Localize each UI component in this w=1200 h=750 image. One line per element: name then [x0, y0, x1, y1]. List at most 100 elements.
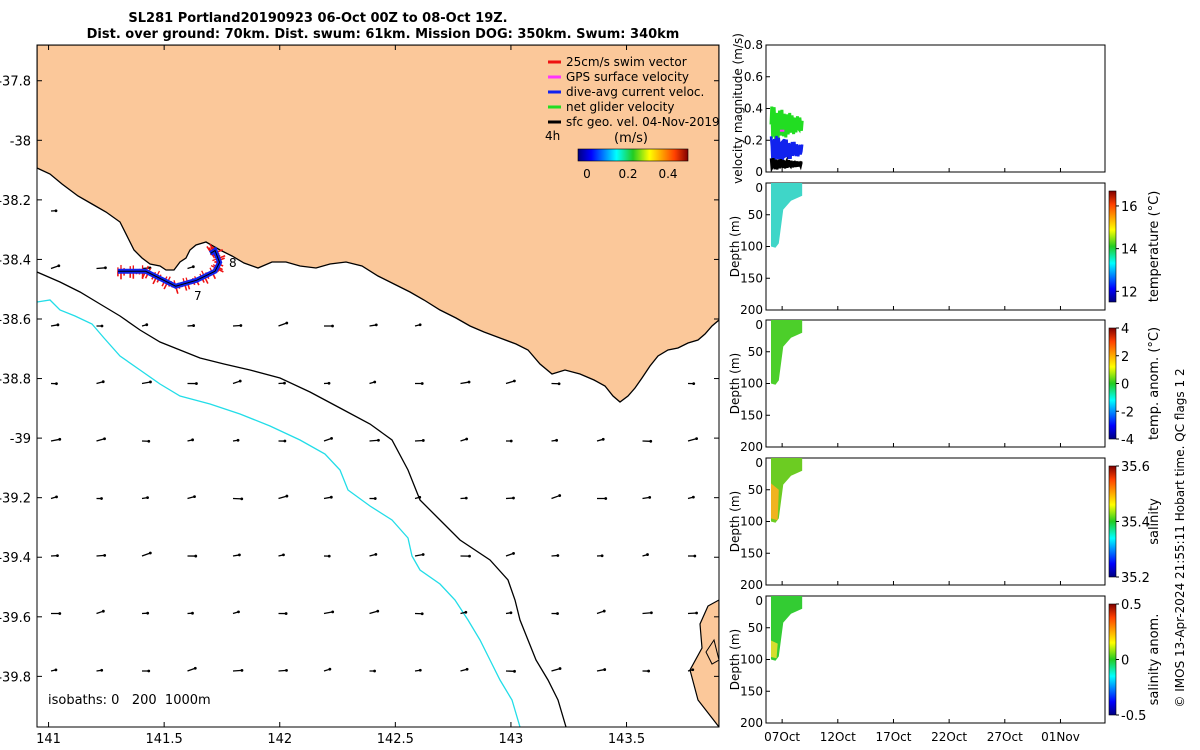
figure-title-line-2: Dist. over ground: 70km. Dist. swum: 61k…: [87, 27, 680, 42]
colorbar-tick-label: 2: [1121, 350, 1129, 365]
track-label-7: 7: [194, 289, 202, 303]
colorbar-tick-1: 0.2: [618, 167, 637, 181]
colorbar-tick-label: 16: [1121, 200, 1138, 215]
current-vector-head: [55, 382, 58, 386]
current-vector-head: [467, 380, 471, 384]
panel-ytick-label: 0: [755, 594, 763, 608]
colorbar-label: salinity: [1147, 498, 1162, 545]
current-vector: [551, 494, 560, 500]
isobath-1000m: [37, 299, 521, 727]
current-vector-head: [418, 495, 422, 499]
legend-label: sfc geo. vel. 04-Nov-2019: [566, 115, 720, 129]
panel-ytick-label: 100: [740, 377, 763, 391]
section-fill: [771, 183, 803, 248]
current-vector-head: [420, 612, 424, 616]
colorbar-tick-label: -4: [1121, 433, 1134, 448]
current-vector-head: [101, 609, 105, 613]
current-vector-head: [691, 668, 695, 672]
current-vector-head: [421, 439, 425, 442]
current-vector-head: [512, 496, 515, 500]
panel-ytick-label: 50: [748, 208, 763, 222]
current-vector-head: [57, 264, 61, 268]
current-vector-head: [693, 554, 697, 558]
current-vector-head: [238, 553, 241, 557]
current-vector-head: [240, 668, 244, 672]
current-vector-head: [330, 437, 333, 440]
current-vector-head: [691, 495, 695, 499]
current-vector-head: [147, 439, 151, 443]
legend-label: net glider velocity: [566, 100, 674, 114]
colorbar-tick-label: 35.2: [1121, 571, 1150, 586]
map-ytick-label: -39.2: [0, 492, 31, 507]
panel-ytick-label: 150: [740, 684, 763, 698]
current-vector-head: [555, 438, 559, 442]
colorbar-tick-label: 0.5: [1121, 598, 1142, 613]
map-xtick-label: 141.5: [146, 732, 183, 747]
colorbar-tick-label: 4: [1121, 322, 1129, 337]
panel-ytick-label: 0: [755, 165, 763, 179]
current-vector: [278, 322, 288, 327]
current-vector-head: [692, 382, 696, 385]
current-vector-head: [327, 381, 331, 385]
current-vector-head: [556, 554, 560, 557]
panel-ytick-label: 150: [740, 271, 763, 285]
time-tick-label: 07Oct: [764, 730, 800, 744]
panel-ytick-label: 0.2: [744, 133, 763, 147]
current-vector-head: [329, 495, 333, 499]
section-fill: [771, 458, 803, 523]
land-bay-south: [689, 599, 719, 727]
velocity-series: [769, 135, 804, 166]
map-y-axis: -37.8 -38 -38.2 -38.4 -38.6 -38.8 -39 -39.2 -39.…: [0, 75, 719, 685]
current-vector-head: [56, 323, 60, 327]
current-vector-head: [421, 553, 425, 556]
current-vector-head: [146, 611, 150, 615]
current-vector: [141, 381, 151, 385]
current-vector: [278, 495, 288, 500]
panel-ytick-label: 0: [755, 318, 763, 332]
current-vector-head: [104, 266, 107, 270]
current-vector-head: [191, 265, 195, 269]
current-vector: [369, 439, 379, 442]
colorbar-tick-label: 35.6: [1121, 460, 1150, 475]
current-vector-head: [193, 666, 197, 670]
map-xtick-label: 141: [36, 732, 61, 747]
current-vector-head: [377, 438, 380, 442]
current-vector-head: [146, 496, 149, 500]
time-axis: 07Oct 12Oct 17Oct 22Oct 27Oct 01Nov: [764, 168, 1080, 744]
glider-path-line: [117, 249, 221, 287]
panel-ytick-label: 0.6: [744, 70, 763, 84]
current-vector-head: [149, 380, 152, 384]
current-vector-head: [238, 379, 242, 383]
current-vector-head: [374, 323, 378, 327]
current-vector-head: [464, 496, 468, 500]
land-mainland: [37, 45, 719, 403]
current-vector-head: [420, 382, 424, 385]
map-ytick-label: -38.8: [0, 373, 31, 388]
time-tick-label: 22Oct: [931, 730, 967, 744]
current-vector-head: [465, 437, 469, 441]
panel-1: 0 50 100 150 200 Depth (m) 16 14 12 temperature (…: [728, 181, 1162, 317]
current-vector-head: [464, 610, 468, 614]
colorbar-label: temp. anom. (°C): [1147, 327, 1162, 440]
legend-label: dive-avg current veloc.: [566, 85, 704, 99]
current-vector-head: [604, 497, 608, 500]
map-xtick-label: 143.5: [608, 732, 645, 747]
current-vector-head: [648, 495, 652, 499]
current-vector-head: [285, 494, 289, 498]
current-vector-head: [373, 497, 377, 500]
current-vector-head: [509, 611, 513, 615]
map-xtick-label: 143: [499, 732, 524, 747]
panel-ytick-label: 100: [740, 653, 763, 667]
panel-ytick-label: 100: [740, 515, 763, 529]
current-vector-head: [695, 437, 698, 441]
colorbar-tick-label: -0.5: [1121, 709, 1146, 724]
map-frame: [36, 44, 720, 728]
colorbar-title: (m/s): [614, 131, 648, 146]
map-ytick-label: -38: [10, 134, 31, 149]
panel-ytick-label: 0.4: [744, 102, 763, 116]
current-vector-head: [100, 324, 104, 328]
panel-2: 0 50 100 150 200 Depth (m) 4 2 0 -2 -4 temp. anom. …: [728, 318, 1162, 454]
panel-ytick-label: 0.8: [744, 38, 763, 52]
current-vector-head: [145, 323, 149, 327]
